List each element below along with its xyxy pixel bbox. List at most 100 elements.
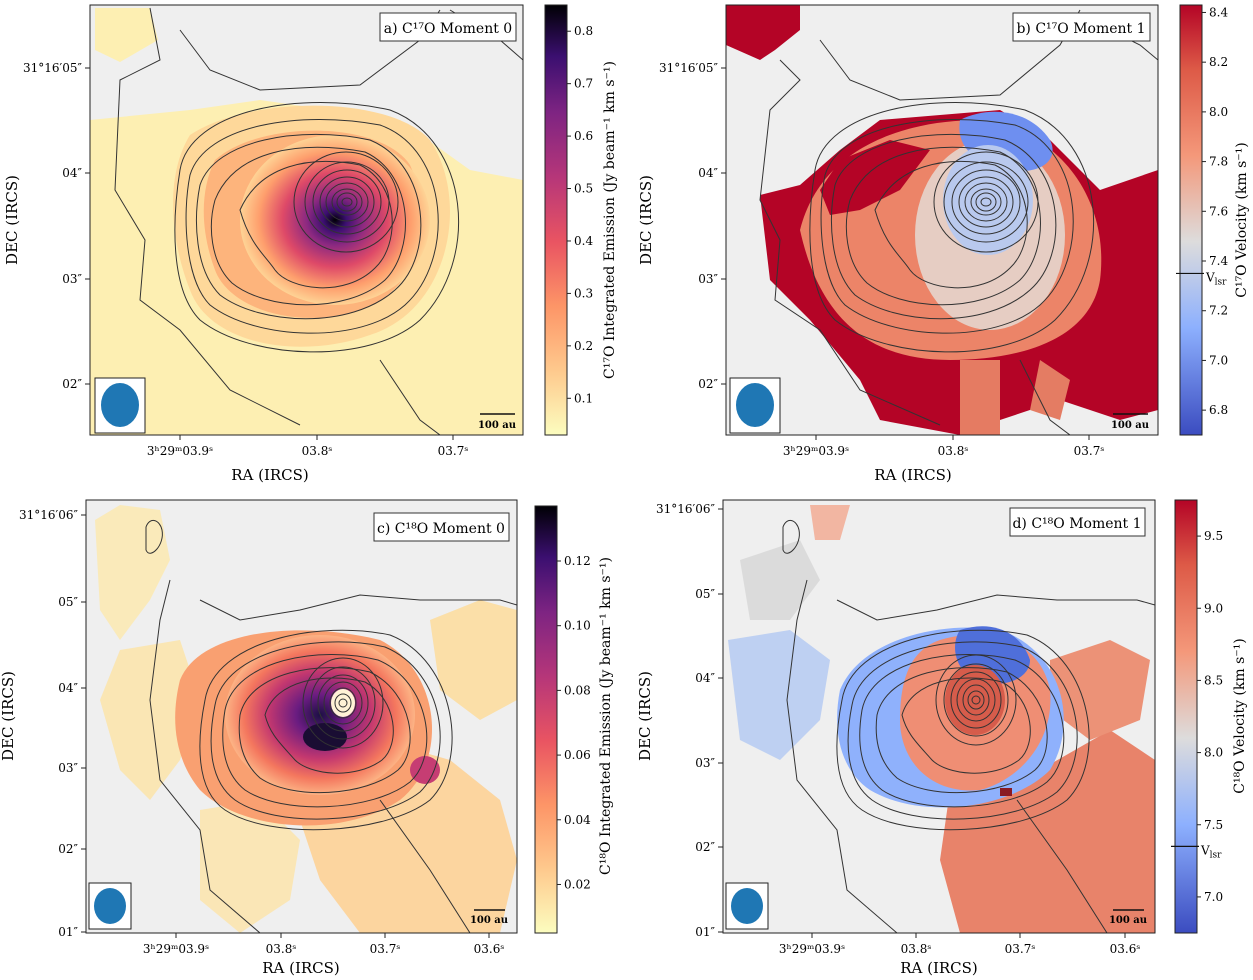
beam-ellipse — [736, 383, 774, 427]
colorbar-tick-label: 7.8 — [1209, 155, 1228, 169]
x-tick-label: 03.7ˢ — [1074, 444, 1105, 458]
panel-a-emission-peak — [240, 135, 430, 305]
panel-d-colorbar-label: C¹⁸O Velocity (km s⁻¹) — [1232, 638, 1248, 794]
vlsr-label: Vlsr — [1205, 270, 1227, 287]
colorbar-tick-label: 0.04 — [564, 813, 591, 827]
y-tick-label: 03″ — [695, 756, 715, 770]
panel-a-axes: 3ʰ29ᵐ03.9ˢ 03.8ˢ 03.7ˢ 31°16′05″ 04″ 03″ 02″ — [23, 61, 468, 458]
y-tick-label: 02″ — [62, 377, 82, 391]
colorbar-tick-label: 7.5 — [1204, 818, 1223, 832]
panel-c-ylabel: DEC (IRCS) — [0, 671, 17, 761]
x-tick-label: 03.8ˢ — [938, 444, 969, 458]
panel-b-title-box: b) C¹⁷O Moment 1 — [1012, 12, 1151, 42]
colorbar-tick-label: 8.0 — [1204, 746, 1223, 760]
vlsr-label: Vlsr — [1200, 843, 1222, 860]
colorbar-tick-label: 0.02 — [564, 877, 591, 891]
x-tick-label: 03.6ˢ — [1110, 942, 1141, 956]
colorbar-tick-label: 7.6 — [1209, 204, 1228, 218]
panel-c-scale-bar: 100 au — [470, 909, 508, 926]
colorbar-tick-label: 6.8 — [1209, 403, 1228, 417]
panel-a-ylabel: DEC (IRCS) — [3, 175, 21, 265]
y-tick-label: 02″ — [695, 840, 715, 854]
colorbar-tick-label: 0.7 — [574, 77, 593, 91]
y-tick-label: 31°16′06″ — [656, 502, 716, 516]
panel-d-contours — [782, 519, 1155, 933]
panel-a-title-box: a) C¹⁷O Moment 0 — [379, 12, 517, 42]
y-tick-label: 04″ — [58, 681, 78, 695]
vlsr-subscript: lsr — [1210, 850, 1222, 860]
panel-c-contours — [145, 519, 517, 933]
x-tick-label: 03.7ˢ — [438, 444, 469, 458]
y-tick-label: 31°16′06″ — [19, 508, 79, 522]
y-tick-label: 04″ — [695, 671, 715, 685]
panel-c-colorbar — [534, 505, 558, 934]
panel-b-title: b) C¹⁷O Moment 1 — [1016, 21, 1145, 37]
panel-a: a) C¹⁷O Moment 0 100 au 3ʰ29ᵐ03.9ˢ 03.8ˢ 0… — [3, 4, 618, 484]
y-tick-label: 03″ — [62, 272, 82, 286]
panel-d-map — [728, 505, 1155, 933]
panel-b-colorbar-label: C¹⁷O Velocity (km s⁻¹) — [1234, 142, 1250, 298]
x-tick-label: 03.7ˢ — [1005, 942, 1036, 956]
beam-ellipse — [731, 888, 763, 924]
panel-c-colorbar-ticks: 0.02 0.04 0.06 0.08 0.10 0.12 — [557, 554, 591, 891]
panel-b-map — [726, 5, 1158, 435]
y-tick-label: 04″ — [698, 166, 718, 180]
panel-d-beam-inset — [725, 882, 769, 930]
colorbar-tick-label: 8.0 — [1209, 105, 1228, 119]
svg-text:100 au: 100 au — [478, 420, 516, 431]
panel-d-title: d) C¹⁸O Moment 1 — [1012, 516, 1141, 532]
panel-b-scale-bar: 100 au — [1111, 413, 1149, 431]
panel-b-colorbar — [1179, 4, 1203, 436]
panel-d: d) C¹⁸O Moment 1 100 au 3ʰ29ᵐ03.9ˢ 03.8ˢ 0… — [636, 499, 1248, 977]
panel-a-title: a) C¹⁷O Moment 0 — [384, 21, 512, 37]
panel-a-colorbar — [544, 4, 568, 436]
panel-a-frame — [89, 4, 524, 436]
panel-d-xlabel: RA (IRCS) — [900, 959, 978, 977]
panel-a-scale-bar: 100 au — [478, 413, 516, 431]
panel-a-colorbar-ticks: 0.1 0.2 0.3 0.4 0.5 0.6 0.7 0.8 — [567, 24, 593, 405]
panel-b-frame — [725, 4, 1159, 436]
panel-d-title-box: d) C¹⁸O Moment 1 — [1009, 507, 1146, 537]
colorbar-tick-label: 0.3 — [574, 286, 593, 300]
panel-c-xlabel: RA (IRCS) — [262, 959, 340, 977]
y-tick-label: 04″ — [62, 166, 82, 180]
panel-d-colorbar — [1174, 499, 1198, 934]
x-tick-label: 03.8ˢ — [302, 444, 333, 458]
colorbar-tick-label: 7.4 — [1209, 254, 1228, 268]
y-tick-label: 01″ — [695, 925, 715, 939]
panel-c-title: c) C¹⁸O Moment 0 — [377, 521, 505, 537]
panel-c-colorbar-label: C¹⁸O Integrated Emission (Jy beam⁻¹ km s… — [598, 557, 614, 875]
colorbar-tick-label: 0.1 — [574, 391, 593, 405]
panel-d-axes: 3ʰ29ᵐ03.9ˢ 03.8ˢ 03.7ˢ 03.6ˢ 31°16′06″ 05″ 04″… — [656, 502, 1140, 956]
y-tick-label: 31°16′05″ — [659, 61, 719, 75]
colorbar-tick-label: 0.4 — [574, 234, 593, 248]
colorbar-tick-label: 7.0 — [1209, 353, 1228, 367]
beam-ellipse — [101, 383, 139, 427]
y-tick-label: 02″ — [58, 842, 78, 856]
x-tick-label: 3ʰ29ᵐ03.9ˢ — [143, 942, 209, 956]
y-tick-label: 02″ — [698, 377, 718, 391]
y-tick-label: 01″ — [58, 925, 78, 939]
x-tick-label: 3ʰ29ᵐ03.9ˢ — [147, 444, 213, 458]
colorbar-tick-label: 8.2 — [1209, 55, 1228, 69]
colorbar-tick-label: 0.6 — [574, 129, 593, 143]
vlsr-subscript: lsr — [1215, 277, 1227, 287]
svg-text:100 au: 100 au — [1111, 420, 1149, 431]
y-tick-label: 03″ — [698, 272, 718, 286]
y-tick-label: 31°16′05″ — [23, 61, 83, 75]
x-tick-label: 3ʰ29ᵐ03.9ˢ — [779, 942, 845, 956]
svg-text:100 au: 100 au — [1109, 915, 1147, 926]
x-tick-label: 03.6ˢ — [474, 942, 505, 956]
colorbar-tick-label: 7.0 — [1204, 890, 1223, 904]
colorbar-tick-label: 9.5 — [1204, 529, 1223, 543]
panel-d-scale-bar: 100 au — [1109, 909, 1147, 926]
panel-d-ylabel: DEC (IRCS) — [636, 671, 654, 761]
colorbar-tick-label: 0.12 — [564, 554, 591, 568]
x-tick-label: 03.8ˢ — [901, 942, 932, 956]
panel-b-axes: 3ʰ29ᵐ03.9ˢ 03.8ˢ 03.7ˢ 31°16′05″ 04″ 03″ 02″ — [659, 61, 1104, 458]
y-tick-label: 05″ — [695, 587, 715, 601]
panel-a-colorbar-label: C¹⁷O Integrated Emission (Jy beam⁻¹ km s… — [602, 61, 618, 379]
x-tick-label: 03.8ˢ — [266, 942, 297, 956]
colorbar-tick-label: 8.4 — [1209, 5, 1228, 19]
